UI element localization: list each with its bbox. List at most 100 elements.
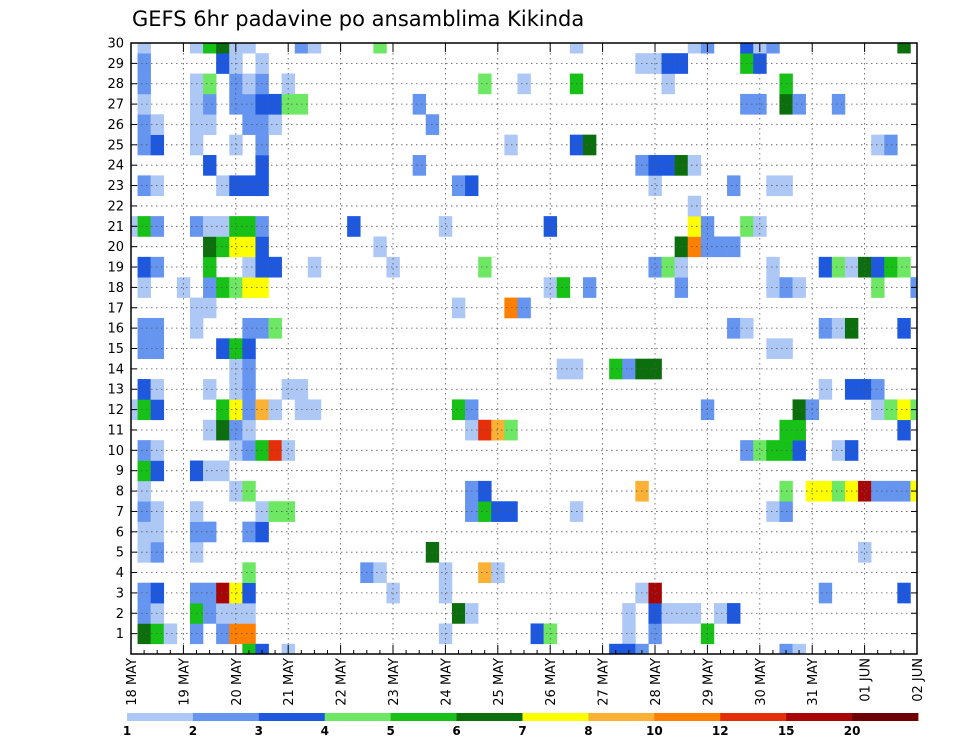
x-tick-label: 19 MAY [177,658,192,706]
heatmap-cell [687,195,702,217]
heatmap-cell [137,521,151,543]
chart-title: GEFS 6hr padavine po ansamblima Kikinda [132,7,584,31]
heatmap-cell [242,379,256,400]
heatmap-cell [792,93,806,115]
heatmap-cell [203,521,217,543]
heatmap-cell [687,43,702,54]
heatmap-cell [242,216,256,237]
heatmap-cell [818,379,833,400]
heatmap-cell [216,419,230,441]
heatmap-cell [478,562,492,584]
heatmap-cell [871,379,885,400]
heatmap-cell [137,603,151,624]
heatmap-cell [242,521,256,543]
heatmap-cell [818,256,833,278]
heatmap-cell [137,623,151,645]
heatmap-cell [242,643,256,655]
heatmap-cell [661,603,675,624]
y-tick-label: 4 [116,566,124,581]
heatmap-cell [137,582,151,604]
heatmap-cell [792,419,806,441]
x-tick-label: 29 MAY [701,658,716,706]
heatmap-cell [242,562,256,584]
colorbar-swatch [720,713,787,721]
heatmap-cell [347,216,361,237]
heatmap-cell [648,175,662,197]
heatmap-cell [884,399,898,421]
heatmap-cell [491,419,505,441]
heatmap-cell [556,277,571,298]
heatmap-cell [216,338,230,359]
y-tick-label: 6 [116,525,124,540]
y-tick-label: 15 [107,342,124,357]
heatmap-cell [792,643,806,655]
colorbar-label: 20 [844,724,861,738]
heatmap-cell [281,440,296,461]
heatmap-cell [818,317,833,339]
heatmap-cell [137,399,151,421]
x-tick-label: 22 MAY [335,658,350,706]
heatmap-cell [268,256,282,278]
heatmap-cell [137,114,151,135]
heatmap-cell [203,379,217,400]
x-tick-label: 20 MAY [230,658,245,706]
heatmap-cell [622,358,636,380]
heatmap-cell [229,134,243,156]
heatmap-cell [373,43,387,54]
heatmap-cell [871,134,885,156]
heatmap-cell [268,501,282,522]
heatmap-cell [229,480,243,502]
y-tick-label: 8 [116,485,124,500]
heatmap-cell [216,603,230,624]
y-tick-label: 5 [116,546,124,561]
x-tick-label: 21 MAY [282,658,297,706]
x-tick-label: 01 JUN [859,658,874,702]
heatmap-cell [491,501,505,522]
heatmap-cell [687,155,702,176]
heatmap-cell [137,134,151,156]
heatmap-cell [818,480,833,502]
heatmap-cell [622,603,636,624]
heatmap-cell [871,256,885,278]
colorbar-label: 7 [518,724,526,738]
heatmap-cell [831,93,846,115]
heatmap-cell [766,338,780,359]
heatmap-cell [753,216,767,237]
heatmap-cell [137,43,151,54]
heatmap-cell [203,277,217,298]
heatmap-cell [203,236,217,258]
heatmap-cell [137,541,151,563]
heatmap-cell [268,114,282,135]
heatmap-cell [687,216,702,237]
heatmap-cell [687,603,702,624]
heatmap-cell [700,236,715,258]
heatmap-cell [137,440,151,461]
colorbar-swatch [127,713,194,721]
heatmap-cell [137,317,151,339]
heatmap-cell [242,114,256,135]
heatmap-cell [766,43,780,54]
heatmap-cell [622,643,636,655]
heatmap-cell [203,582,217,604]
heatmap-cell [307,256,322,278]
colorbar-label: 1 [123,724,131,738]
y-tick-label: 22 [107,199,124,214]
heatmap-cell [713,603,728,624]
heatmap-cell [569,43,584,54]
y-tick-label: 12 [107,403,124,418]
heatmap-cell [229,175,243,197]
heatmap-cell [412,93,427,115]
heatmap-cell [242,236,256,258]
heatmap-cell [203,419,217,441]
heatmap-cell [713,236,728,258]
heatmap-cell [831,480,846,502]
heatmap-cell [884,480,898,502]
y-tick-label: 24 [107,159,124,174]
heatmap-cell [517,297,531,319]
colorbar-label: 15 [778,724,795,738]
heatmap-cell [203,297,217,319]
heatmap-cell [373,562,387,584]
heatmap-cell [203,460,217,482]
heatmap-cell [255,643,269,655]
heatmap-cell [216,236,230,258]
